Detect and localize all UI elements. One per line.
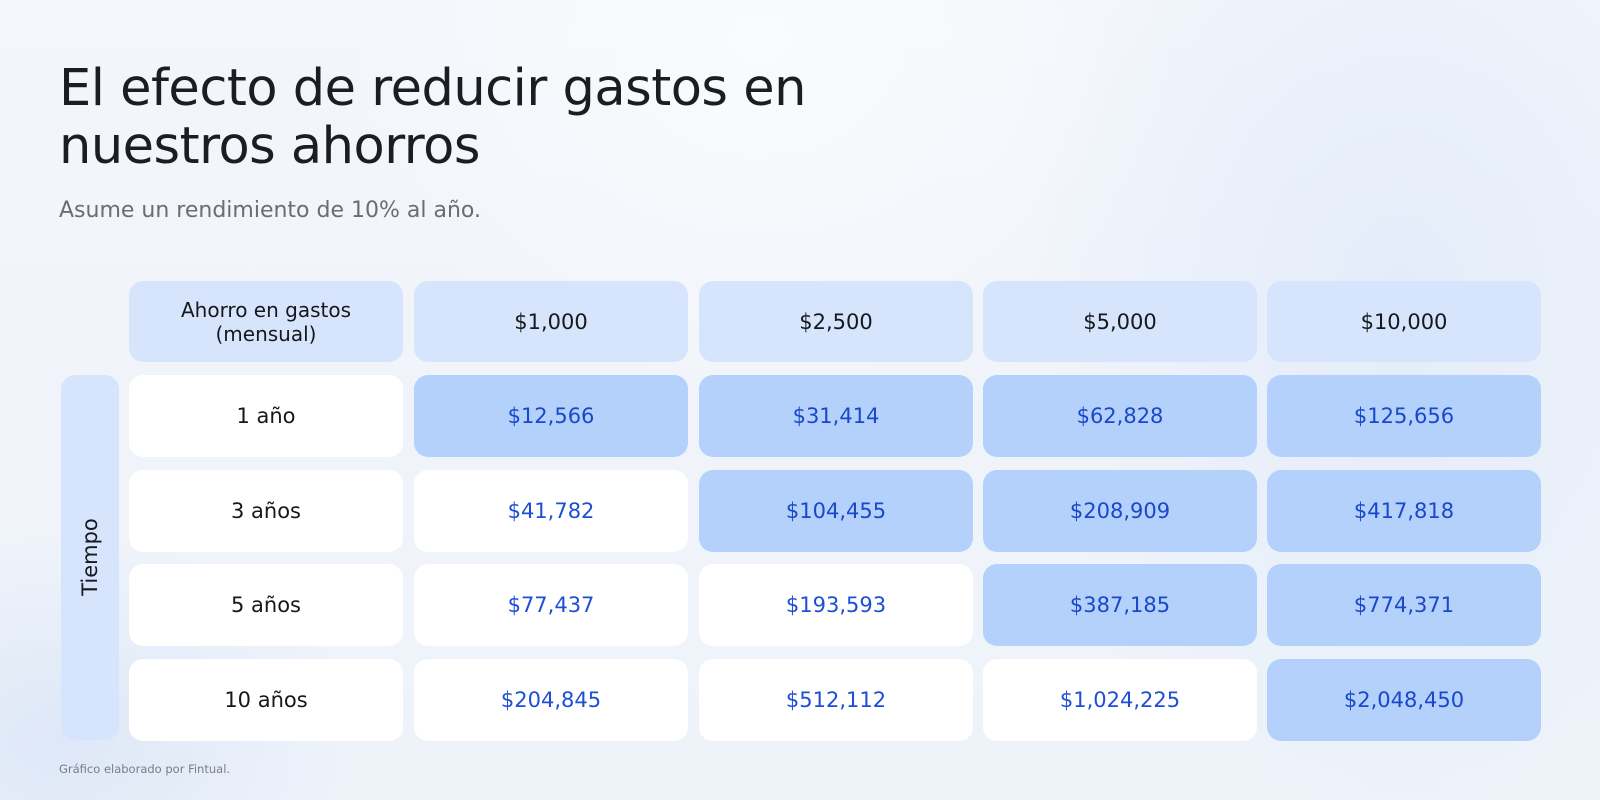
value-cell-highlighted: $31,414 [699,375,973,457]
row-axis-label: Tiempo [78,518,102,596]
column-header: $5,000 [983,281,1257,362]
value-cell-highlighted: $104,455 [699,470,973,552]
row-label: 3 años [129,470,403,552]
value-cell-highlighted: $62,828 [983,375,1257,457]
row-axis-band [61,375,119,740]
column-header: $2,500 [699,281,973,362]
page-title: El efecto de reducir gastos en nuestros … [59,59,806,176]
value-cell-highlighted: $2,048,450 [1267,659,1541,741]
value-cell: $512,112 [699,659,973,741]
value-cell: $193,593 [699,564,973,646]
value-cell-highlighted: $12,566 [414,375,688,457]
value-cell-highlighted: $774,371 [1267,564,1541,646]
value-cell-highlighted: $125,656 [1267,375,1541,457]
value-cell: $77,437 [414,564,688,646]
column-header: $1,000 [414,281,688,362]
column-header: $10,000 [1267,281,1541,362]
row-label: 10 años [129,659,403,741]
row-label: 5 años [129,564,403,646]
value-cell-highlighted: $208,909 [983,470,1257,552]
corner-header-line-1: Ahorro en gastos [180,297,352,322]
value-cell: $1,024,225 [983,659,1257,741]
value-cell-highlighted: $387,185 [983,564,1257,646]
corner-header: Ahorro en gastos (mensual) [129,281,403,362]
row-label: 1 año [129,375,403,457]
page-subtitle: Asume un rendimiento de 10% al año. [59,198,481,223]
value-cell: $41,782 [414,470,688,552]
corner-header-line-2: (mensual) [215,321,317,346]
value-cell: $204,845 [414,659,688,741]
footer-credit: Gráfico elaborado por Fintual. [59,762,231,776]
value-cell-highlighted: $417,818 [1267,470,1541,552]
